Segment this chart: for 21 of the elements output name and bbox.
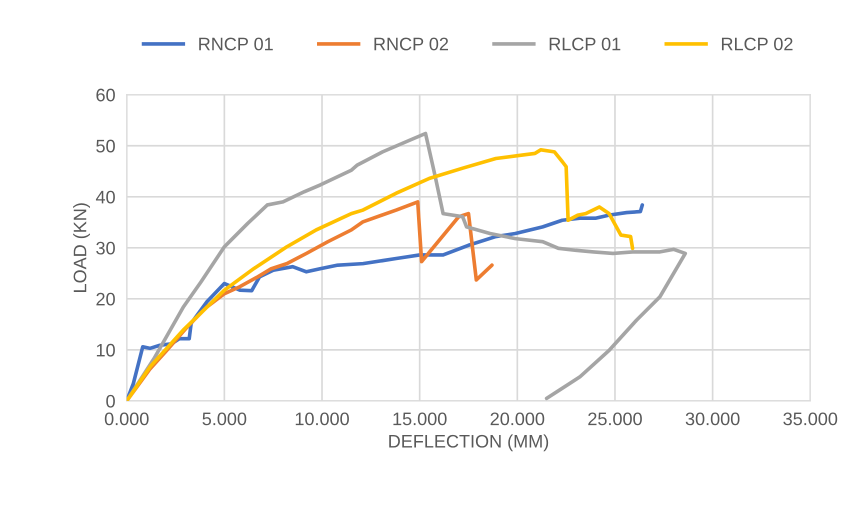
x-tick-label: 5.000 [202,412,246,426]
y-axis-title: LOAD (KN) [73,203,90,292]
x-tick-label: 25.000 [588,412,642,426]
y-tick-label: 30 [96,242,115,255]
y-tick-label: 0 [106,394,115,408]
x-tick-label: 20.000 [490,412,544,426]
y-tick-label: 40 [96,190,115,204]
y-tick-label: 10 [96,344,115,357]
legend-label: RNCP 01 [199,38,273,50]
legend-label: RLCP 01 [550,38,620,50]
y-tick-label: 60 [96,88,115,102]
x-tick-label: 15.000 [393,412,447,426]
y-tick-label: 20 [96,292,115,306]
legend-label: RNCP 02 [374,38,448,50]
x-tick-label: 0.000 [104,412,149,426]
x-tick-label: 35.000 [783,412,838,426]
x-tick-label: 10.000 [296,412,349,426]
legend-label: RLCP 02 [722,38,793,50]
x-tick-label: 30.000 [686,412,740,426]
y-tick-label: 50 [96,140,115,152]
x-axis-title: DEFLECTION (MM) [389,434,548,452]
